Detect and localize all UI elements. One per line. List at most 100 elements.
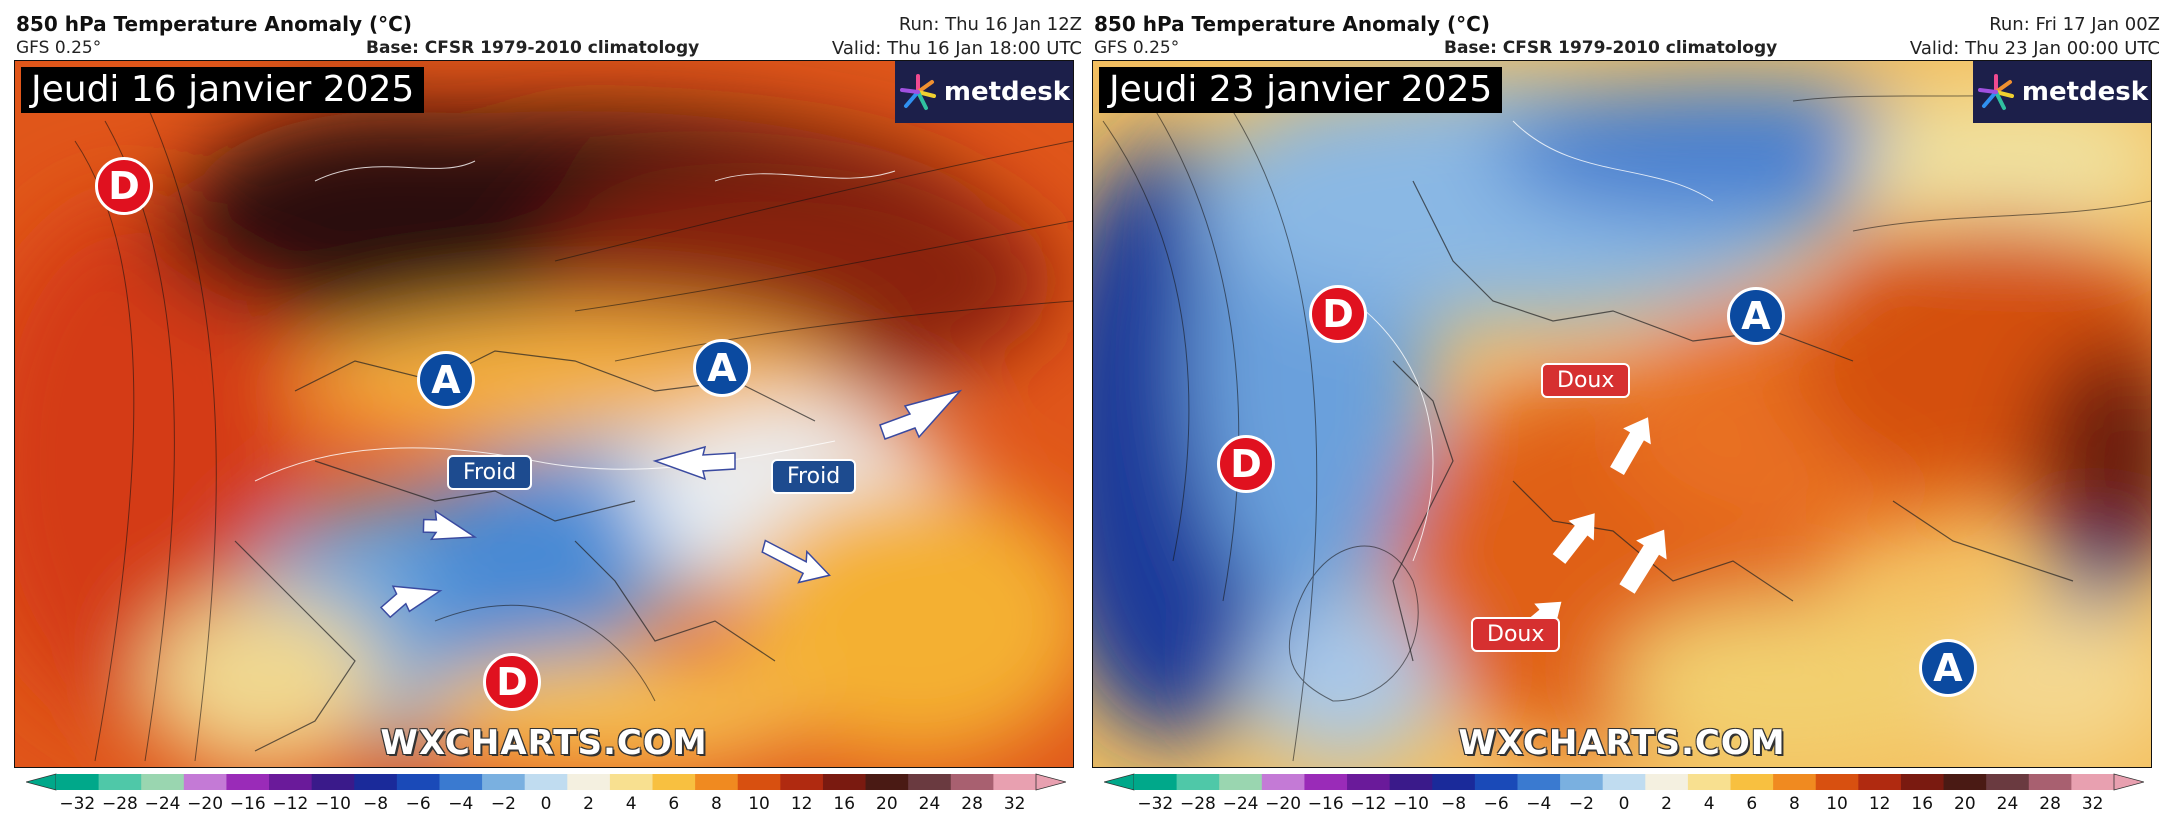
colorbar-cell <box>1645 774 1689 790</box>
colorbar-tick-label: 28 <box>2039 794 2061 814</box>
colorbar-tick-label: −20 <box>1265 794 1302 814</box>
colorbar-tick-label: −32 <box>59 794 96 814</box>
panel-header: 850 hPa Temperature Anomaly (°C) GFS 0.2… <box>16 10 1082 60</box>
colorbar-strip <box>26 773 1066 791</box>
high-pressure-symbol: A <box>1727 287 1785 345</box>
colorbar-tick-label: −28 <box>101 794 138 814</box>
colorbar-cell <box>695 774 739 790</box>
model-name: GFS 0.25° <box>1094 38 1180 58</box>
colorbar-tick-label: −32 <box>1137 794 1174 814</box>
colorbar-cell <box>1517 774 1561 790</box>
climatology-base: Base: CFSR 1979-2010 climatology <box>1444 38 1778 58</box>
colorbar-tick-label: −24 <box>144 794 181 814</box>
colorbar-cell <box>1134 774 1178 790</box>
colorbar-ticks: −32 −28 −24 −20 −16 −12 −10 −8 −6 −4 −2 0 2 4 6 8 10 12 16… <box>26 792 1066 816</box>
colorbar-cell <box>2028 774 2072 790</box>
colorbar-tick-label: 8 <box>711 794 722 814</box>
colorbar-cell <box>1347 774 1391 790</box>
arrow-icon <box>1610 417 1651 475</box>
colorbar-cell <box>1176 774 1220 790</box>
colorbar-cell <box>609 774 654 790</box>
colorbar-tick-label: −6 <box>1483 794 1509 814</box>
low-pressure-symbol: D <box>1217 435 1275 493</box>
colorbar-tick-label: 24 <box>918 794 941 814</box>
colorbar-cell <box>1815 774 1859 790</box>
colorbar-cell <box>269 774 313 790</box>
colorbar-tick-label: −6 <box>405 794 431 814</box>
cold-air-label: Froid <box>771 459 857 494</box>
colorbar-tick-label: −2 <box>1568 794 1594 814</box>
colorbar-tick-label: 2 <box>1661 794 1673 814</box>
panel-title: 850 hPa Temperature Anomaly (°C) <box>1094 12 1490 36</box>
colorbar-cell <box>1560 774 1604 790</box>
metdesk-logo: metdesk <box>1973 61 2151 123</box>
colorbar-tick-label: −2 <box>490 794 516 814</box>
low-pressure-symbol: D <box>95 157 153 215</box>
colorbar-cell <box>141 774 185 790</box>
colorbar-tick-label: 20 <box>1954 794 1976 814</box>
colorbar-cell <box>183 774 227 790</box>
colorbar-cell <box>1943 774 1987 790</box>
colorbar-tick-label: −10 <box>315 794 351 814</box>
colorbar-tick-label: 28 <box>961 794 983 814</box>
colorbar-cell <box>1773 774 1817 790</box>
colorbar-cell <box>1304 774 1348 790</box>
colorbar-cell <box>737 774 781 790</box>
logo-text: metdesk <box>2021 77 2149 107</box>
arrow-icon <box>879 389 963 440</box>
metdesk-logo: metdesk <box>895 61 1073 123</box>
arrow-icon <box>379 585 443 619</box>
panel-title: 850 hPa Temperature Anomaly (°C) <box>16 12 412 36</box>
colorbar-cell <box>1986 774 2030 790</box>
colorbar-tick-label: −20 <box>187 794 224 814</box>
colorbar-cell <box>1261 774 1305 790</box>
colorbar-cell <box>2071 774 2115 790</box>
valid-time: Valid: Thu 23 Jan 00:00 UTC <box>1909 38 2160 59</box>
colorbar-tick-label: 16 <box>833 794 856 814</box>
arrow-icon <box>652 445 736 481</box>
colorbar-cell <box>524 774 568 790</box>
colorbar-cell <box>993 774 1037 790</box>
anomaly-map[interactable]: Jeudi 23 janvier 2025 metdesk <box>1092 60 2152 768</box>
colorbar-tick-label: 0 <box>540 794 552 814</box>
valid-time: Valid: Thu 16 Jan 18:00 UTC <box>831 38 1082 59</box>
flow-arrows <box>379 389 963 619</box>
colorbar: −32 −28 −24 −20 −16 −12 −10 −8 −6 −4 −2 0 2 4 6 8 10 12 16… <box>1104 772 2144 820</box>
colorbar-tick-label: 24 <box>1996 794 2019 814</box>
colorbar-cell <box>98 774 142 790</box>
colorbar-tick-label: 8 <box>1789 794 1800 814</box>
colorbar-tick-label: −4 <box>448 794 474 814</box>
colorbar-tick-label: −8 <box>1441 794 1467 814</box>
panel-header: 850 hPa Temperature Anomaly (°C) GFS 0.2… <box>1094 10 2160 60</box>
colorbar-tick-label: 4 <box>625 794 637 814</box>
colorbar-cell <box>908 774 952 790</box>
model-name: GFS 0.25° <box>16 38 102 58</box>
colorbar-tick-label: −12 <box>272 794 309 814</box>
colorbar-cell <box>439 774 483 790</box>
colorbar-cell <box>56 774 100 790</box>
date-label: Jeudi 23 janvier 2025 <box>1099 67 1503 113</box>
colorbar-cell <box>822 774 867 790</box>
metdesk-icon <box>899 74 936 110</box>
colorbar-cell <box>652 774 696 790</box>
colorbar-cell <box>1602 774 1646 790</box>
arrow-icon <box>1619 529 1667 594</box>
colorbar-cell <box>1687 774 1732 790</box>
watermark: WXCHARTS.COM <box>1458 723 1786 763</box>
colorbar-cell <box>1900 774 1945 790</box>
colorbar-cell <box>865 774 909 790</box>
colorbar-cell <box>1219 774 1263 790</box>
colorbar-tick-label: 6 <box>668 794 680 814</box>
colorbar-tick-label: 32 <box>1003 794 1026 814</box>
colorbar-tick-label: −10 <box>1393 794 1429 814</box>
colorbar-tick-label: 6 <box>1746 794 1758 814</box>
colorbar-strip <box>1104 773 2144 791</box>
colorbar-cell <box>1730 774 1774 790</box>
arrow-icon <box>422 509 478 541</box>
watermark: WXCHARTS.COM <box>380 723 708 763</box>
flow-arrows <box>1511 417 1667 646</box>
map-panel-left: 850 hPa Temperature Anomaly (°C) GFS 0.2… <box>14 0 1084 832</box>
colorbar-cell <box>1432 774 1476 790</box>
anomaly-map[interactable]: Jeudi 16 janvier 2025 metdesk <box>14 60 1074 768</box>
colorbar-tick-label: −12 <box>1350 794 1387 814</box>
